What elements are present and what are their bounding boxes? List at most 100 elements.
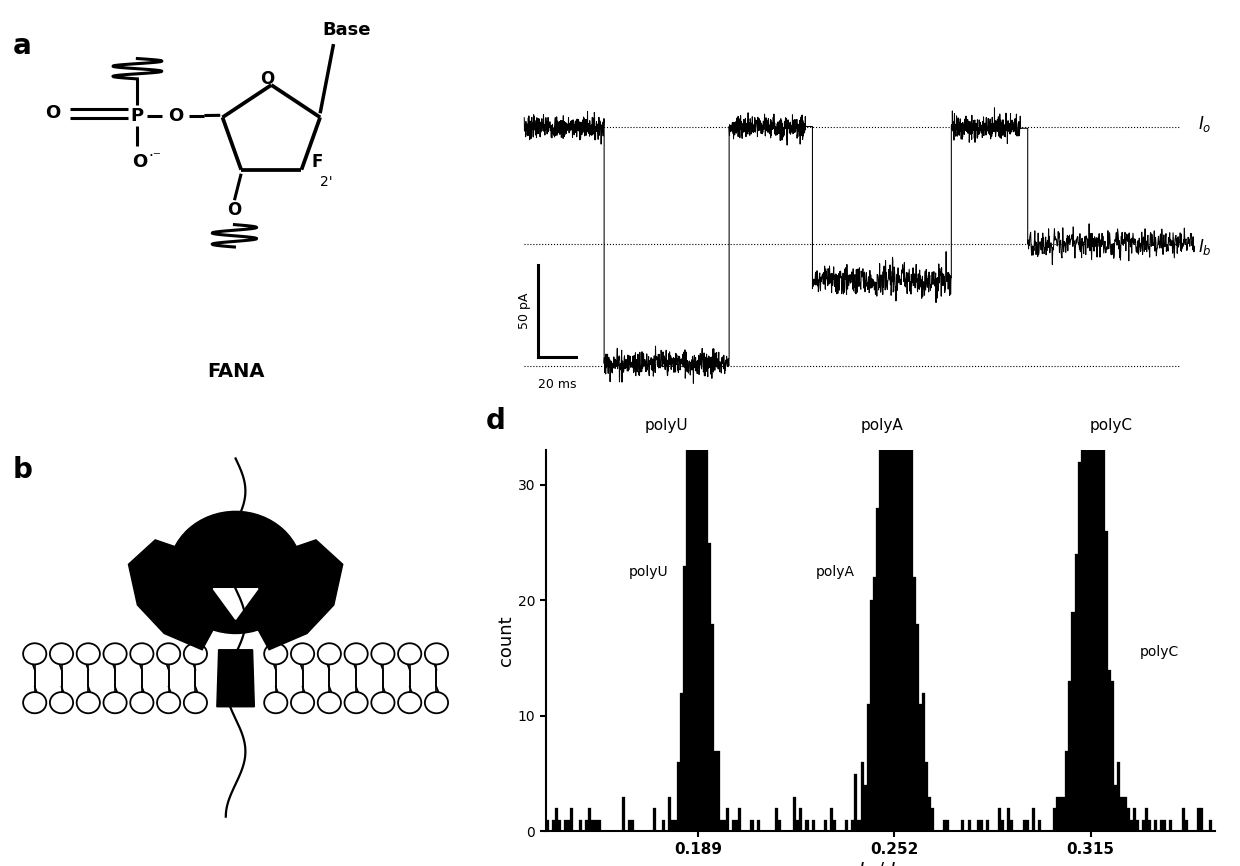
Bar (885, 288, 888, 831)
Circle shape (77, 692, 100, 714)
Circle shape (184, 692, 207, 714)
Bar (677, 762, 680, 831)
Bar (1109, 669, 1111, 831)
Bar (946, 820, 949, 831)
Circle shape (398, 643, 422, 664)
Bar (546, 820, 548, 831)
Bar (1023, 820, 1025, 831)
Bar (892, 81, 894, 831)
Bar (903, 346, 906, 831)
Bar (1096, 358, 1099, 831)
Bar (598, 820, 600, 831)
Bar (980, 820, 983, 831)
Bar (683, 565, 686, 831)
Bar (915, 624, 919, 831)
Bar (796, 820, 800, 831)
Text: O: O (167, 107, 184, 125)
Bar (708, 543, 711, 831)
Text: d: d (485, 407, 505, 435)
Text: 2': 2' (320, 175, 332, 189)
Bar (928, 797, 931, 831)
Bar (977, 820, 980, 831)
Circle shape (77, 643, 100, 664)
Bar (591, 820, 594, 831)
Bar (846, 820, 848, 831)
Circle shape (130, 643, 154, 664)
Bar (756, 820, 760, 831)
Text: O: O (131, 153, 148, 171)
Bar (668, 797, 671, 831)
X-axis label: $I_b$ / $I_o$: $I_b$ / $I_o$ (858, 860, 903, 866)
Bar (1142, 820, 1145, 831)
Bar (775, 808, 777, 831)
Circle shape (184, 643, 207, 664)
Bar (725, 808, 729, 831)
Bar (800, 808, 802, 831)
Circle shape (103, 643, 126, 664)
Bar (1099, 392, 1102, 831)
Bar (631, 820, 635, 831)
Bar (579, 820, 583, 831)
Circle shape (264, 692, 288, 714)
Bar (1163, 820, 1167, 831)
Circle shape (50, 643, 73, 664)
Circle shape (169, 511, 303, 634)
Bar (806, 820, 808, 831)
Bar (1075, 554, 1078, 831)
Bar (711, 624, 714, 831)
Bar (671, 820, 675, 831)
Polygon shape (253, 540, 342, 650)
Bar (1038, 820, 1040, 831)
Circle shape (264, 643, 288, 664)
Bar (863, 785, 867, 831)
Bar (622, 797, 625, 831)
Text: $I_o$: $I_o$ (1198, 114, 1211, 134)
Bar (873, 578, 875, 831)
Bar (723, 820, 725, 831)
Bar (833, 820, 836, 831)
Circle shape (157, 643, 180, 664)
Bar (680, 693, 683, 831)
Bar (717, 751, 720, 831)
Bar (1115, 785, 1117, 831)
Bar (1078, 462, 1081, 831)
Text: polyA: polyA (861, 418, 903, 433)
Circle shape (291, 692, 314, 714)
Bar (585, 820, 589, 831)
Text: polyC: polyC (1140, 645, 1179, 659)
Bar (1136, 820, 1138, 831)
Bar (998, 808, 1001, 831)
Circle shape (425, 643, 448, 664)
Circle shape (291, 643, 314, 664)
Polygon shape (217, 650, 254, 707)
Bar (944, 820, 946, 831)
Circle shape (371, 692, 394, 714)
Bar (1059, 797, 1063, 831)
Bar (552, 820, 554, 831)
Bar (1121, 797, 1123, 831)
Bar (1084, 254, 1086, 831)
Bar (714, 751, 717, 831)
Bar (564, 820, 567, 831)
Bar (692, 162, 696, 831)
Bar (1071, 612, 1075, 831)
Circle shape (103, 692, 126, 714)
Bar (675, 820, 677, 831)
Bar (913, 578, 915, 831)
Bar (875, 508, 879, 831)
Bar (1169, 820, 1172, 831)
Text: polyU: polyU (629, 565, 668, 578)
Bar (1102, 439, 1105, 831)
Bar (854, 773, 858, 831)
Bar (794, 797, 796, 831)
Circle shape (345, 692, 368, 714)
Bar (589, 808, 591, 831)
Bar (894, 231, 898, 831)
Bar (1032, 808, 1035, 831)
Text: 20 ms: 20 ms (538, 378, 577, 391)
Circle shape (317, 692, 341, 714)
Polygon shape (129, 540, 218, 650)
Bar (1086, 323, 1090, 831)
Bar (1105, 531, 1109, 831)
Bar (900, 104, 903, 831)
